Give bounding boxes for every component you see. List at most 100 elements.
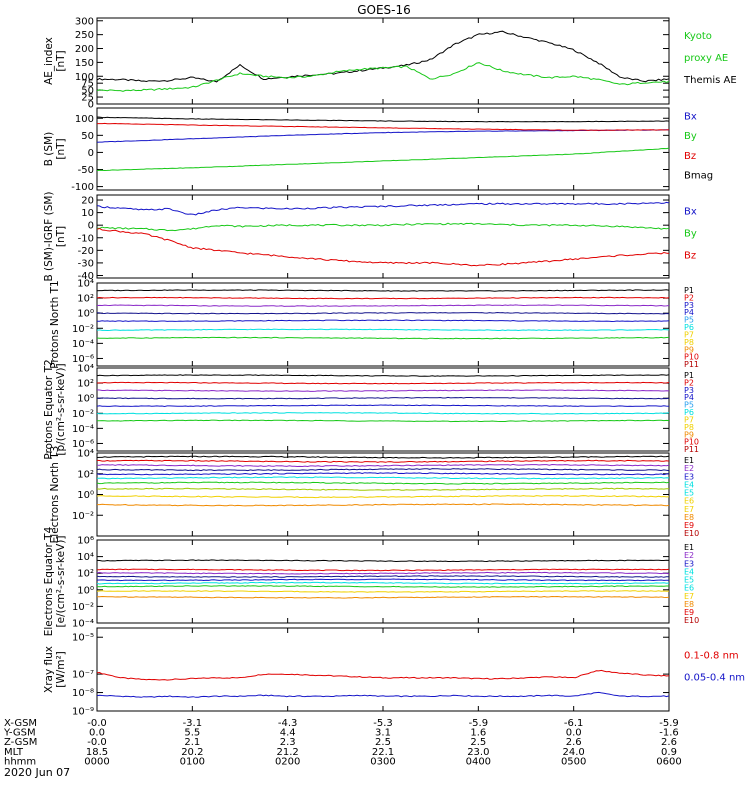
- series-line-p3: [96, 389, 670, 392]
- series-line-by: [96, 222, 670, 232]
- legend-entry: E4: [684, 567, 694, 576]
- panel-frame: [96, 367, 670, 452]
- y-axis-label-line: [W/m²]: [55, 651, 67, 688]
- legend-entry: P8: [684, 423, 694, 432]
- legend-entry: Bx: [684, 207, 697, 218]
- ytick-label: 50: [81, 131, 94, 142]
- ytick-label: 20: [81, 196, 94, 207]
- ytick-label: 10²: [77, 294, 94, 305]
- y-axis-label-line: Electrons North T3: [49, 446, 61, 544]
- y-axis-label-line: [nT]: [55, 50, 67, 71]
- legend-entry: proxy AE: [684, 53, 728, 64]
- x-axis-value: 2.1: [184, 737, 200, 748]
- series-line-themis-ae: [96, 30, 670, 83]
- y-axis-label-line: Protons Equator T2: [43, 359, 55, 459]
- panel-xray: 10⁻⁵ 10⁻⁷ 10⁻⁸ 10⁻⁹ Xray flux [W/m²] 0.1-0.8 n…: [43, 627, 745, 718]
- ytick-label: 10⁴: [77, 449, 94, 460]
- ytick-label: 0: [88, 148, 94, 159]
- series-line-e1: [96, 455, 670, 459]
- ytick-label: 75: [81, 79, 94, 90]
- legend-entry: P11: [684, 360, 699, 369]
- ytick-label: 10⁻²: [72, 602, 94, 613]
- legend-entry: 0.1-0.8 nm: [684, 651, 739, 662]
- x-axis-value: 2.6: [661, 737, 677, 748]
- y-axis-label-line: [p/(cm²-s-sr-keV)]: [55, 363, 67, 455]
- ytick-label: 10⁴: [77, 364, 94, 375]
- series-line-bz: [97, 122, 670, 131]
- y-axis-label: Xray flux [W/m²]: [43, 646, 67, 693]
- y-axis-label: Electrons North T3: [49, 446, 61, 544]
- legend-entry: P2: [684, 293, 694, 302]
- x-axis-value: 22.1: [372, 747, 394, 758]
- y-axis-label-line: Xray flux: [43, 646, 55, 693]
- ytick-label: 10: [81, 208, 94, 219]
- legend-entry: E8: [684, 600, 694, 609]
- ytick-label: 10²: [77, 379, 94, 390]
- series-line-e9: [97, 595, 670, 599]
- series-line-p2: [96, 296, 670, 300]
- y-axis-label: B (SM)-IGRF (SM) [nT]: [43, 191, 67, 281]
- panel-protonsE: 10⁴ 10² 10⁰ 10⁻² 10⁻⁴ 10⁻⁶ Protons Equator T2[…: [43, 359, 699, 459]
- x-axis-value: 1.6: [470, 728, 486, 739]
- series-line-e8: [96, 487, 670, 491]
- legend-entry: P3: [684, 301, 694, 310]
- x-axis-value: -0.0: [87, 737, 107, 748]
- series-line-e6: [96, 581, 670, 585]
- x-axis-value: 2.3: [280, 737, 296, 748]
- x-axis-value: 0.0: [566, 728, 582, 739]
- ytick-label: 0: [88, 221, 94, 232]
- legend-entry: Kyoto: [684, 31, 712, 42]
- ytick-label: -20: [78, 246, 94, 257]
- legend-entry: P5: [684, 401, 694, 410]
- series-line-p6: [96, 412, 670, 415]
- legend-entry: E3: [684, 472, 694, 481]
- x-axis-value: 0500: [561, 756, 586, 767]
- legend: Bx By Bz Bmag: [684, 112, 713, 182]
- ytick-label: -50: [78, 165, 94, 176]
- ytick-label: 10⁻⁹: [72, 707, 94, 718]
- panel-frame: [96, 107, 670, 191]
- series-line-p7: [96, 336, 670, 340]
- legend-entry: P4: [684, 308, 694, 317]
- legend-entry: P9: [684, 345, 694, 354]
- x-axis-value: 3.1: [375, 728, 391, 739]
- legend-entry: P8: [684, 338, 694, 347]
- series-line-e2: [97, 568, 670, 572]
- series-line-0-1-0-8-nm: [96, 669, 670, 681]
- legend-entry: E10: [684, 616, 699, 625]
- ytick-label: 100: [75, 114, 94, 125]
- panel-electronsE: 10⁶ 10⁴ 10² 10⁰ 10⁻² 10⁻⁴ Electrons Equator T4…: [43, 526, 699, 636]
- y-axis-label: B (SM) [nT]: [43, 132, 67, 166]
- legend-entry: P2: [684, 378, 694, 387]
- panel-bsm: -100 -50 0 50 100 B (SM) [nT] Bx By Bz Bmag: [43, 107, 713, 193]
- series-line-e9: [96, 495, 670, 499]
- ytick-label: 10⁻⁸: [72, 688, 94, 699]
- ytick-label: 10⁻⁵: [72, 633, 94, 644]
- panel-frame: [96, 194, 670, 279]
- ytick-label: 10⁰: [77, 585, 94, 596]
- legend-entry: E7: [684, 592, 694, 601]
- ytick-label: 10⁻²: [72, 409, 94, 420]
- ytick-label: 0: [88, 100, 94, 111]
- plot-date: 2020 Jun 07: [4, 766, 70, 779]
- x-axis-value: -5.9: [659, 718, 679, 729]
- x-axis-row-label: Y-GSM: [3, 728, 36, 739]
- series-line-bx: [96, 201, 670, 216]
- series-line-bz: [96, 227, 670, 267]
- series-line-p6: [96, 328, 670, 332]
- series-line-p7: [97, 419, 670, 423]
- legend-entry: E5: [684, 489, 694, 498]
- series-line-p3: [96, 304, 670, 307]
- y-axis-label-line: [nT]: [55, 226, 67, 247]
- legend-entry: E1: [684, 543, 694, 552]
- legend-entry: E6: [684, 584, 694, 593]
- legend-entry: Bz: [684, 151, 696, 162]
- panel-frame: [96, 627, 670, 712]
- y-axis-label: AE_index [nT]: [43, 37, 67, 85]
